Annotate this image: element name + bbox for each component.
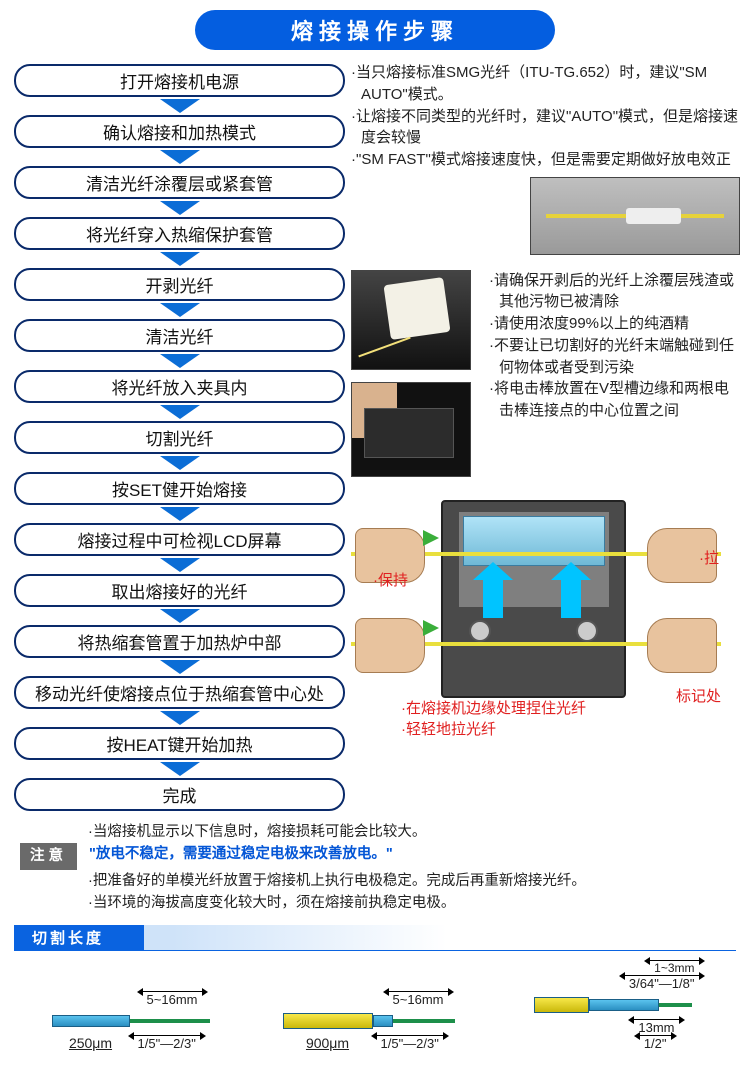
section-cleave-header: 切割长度 xyxy=(14,925,736,951)
step-14: 按HEAT键开始加热 xyxy=(14,727,345,760)
splicer-diagram: ·保持 ·拉 标记处 ·在熔接机边缘处理捏住光纤 ·轻轻地拉光纤 xyxy=(351,490,721,730)
flow-arrow-icon xyxy=(160,762,200,776)
flow-arrow-icon xyxy=(160,507,200,521)
splicer-tip-2: ·轻轻地拉光纤 xyxy=(401,719,586,740)
label-hold: ·保持 xyxy=(373,570,408,592)
cleave-250: 5~16mm 250μm 1/5"—2/3" xyxy=(52,991,212,1051)
step-10: 熔接过程中可检视LCD屏幕 xyxy=(14,523,345,556)
right-info: ·当只熔接标准SMG光纤（ITU-TG.652）时，建议"SM AUTO"模式。… xyxy=(345,58,750,811)
label-mark: 标记处 xyxy=(676,686,721,708)
photo-cleave xyxy=(351,382,471,477)
notice-line-3: ·当环境的海拔高度变化较大时，须在熔接前执稳定电极。 xyxy=(20,892,730,914)
cleave-diagrams: 5~16mm 250μm 1/5"—2/3" 5~16mm 900μm 1/5"… xyxy=(0,951,750,1069)
flow-arrow-icon xyxy=(160,201,200,215)
clean-tip-2: ·请使用浓度99%以上的纯酒精 xyxy=(489,313,742,335)
step-12: 将热缩套管置于加热炉中部 xyxy=(14,625,345,658)
dim-top: 5~16mm xyxy=(389,991,448,1007)
cleave-900: 5~16mm 900μm 1/5"—2/3" xyxy=(283,991,458,1051)
flow-arrow-icon xyxy=(160,456,200,470)
step-2: 确认熔接和加热模式 xyxy=(14,115,345,148)
dim-top: 5~16mm xyxy=(143,991,202,1007)
step-5: 开剥光纤 xyxy=(14,268,345,301)
clean-tip-1: ·请确保开剥后的光纤上涂覆层残渣或其他污物已被清除 xyxy=(489,270,742,314)
coat-label: 900μm xyxy=(283,1035,373,1051)
flow-arrow-icon xyxy=(160,711,200,725)
step-9: 按SET健开始熔接 xyxy=(14,472,345,505)
dim-bot: 1/5"—2/3" xyxy=(134,1035,200,1051)
dim-bot2: 1/2" xyxy=(640,1035,671,1051)
step-11: 取出熔接好的光纤 xyxy=(14,574,345,607)
dim-bot: 3/64"—1/8" xyxy=(625,975,699,991)
hand-icon xyxy=(647,618,717,673)
flow-arrow-icon xyxy=(160,303,200,317)
label-pull: ·拉 xyxy=(699,548,719,570)
dim-top: 1~3mm xyxy=(650,960,698,975)
flow-arrow-icon xyxy=(160,150,200,164)
cleave-dual: 1~3mm 3/64"—1/8" 13mm 1/2" xyxy=(529,959,699,1051)
flow-arrow-icon xyxy=(160,252,200,266)
hand-icon xyxy=(355,618,425,673)
arrow-right-icon xyxy=(423,530,439,546)
splicer-tip-1: ·在熔接机边缘处理捏住光纤 xyxy=(401,698,586,719)
flow-arrow-icon xyxy=(160,354,200,368)
step-1: 打开熔接机电源 xyxy=(14,64,345,97)
arrow-right-icon xyxy=(423,620,439,636)
photo-sleeve xyxy=(530,177,740,255)
step-3: 清洁光纤涂覆层或紧套管 xyxy=(14,166,345,199)
notice-line-2: ·把准备好的单模光纤放置于熔接机上执行电极稳定。完成后再重新熔接光纤。 xyxy=(20,870,730,892)
up-arrow-icon xyxy=(561,578,581,618)
step-13: 移动光纤使熔接点位于热缩套管中心处 xyxy=(14,676,345,709)
step-6: 清洁光纤 xyxy=(14,319,345,352)
flow-arrow-icon xyxy=(160,405,200,419)
step-7: 将光纤放入夹具内 xyxy=(14,370,345,403)
flow-arrow-icon xyxy=(160,558,200,572)
step-15: 完成 xyxy=(14,778,345,811)
flow-arrow-icon xyxy=(160,609,200,623)
step-4: 将光纤穿入热缩保护套管 xyxy=(14,217,345,250)
coat-label: 250μm xyxy=(52,1035,130,1051)
step-8: 切割光纤 xyxy=(14,421,345,454)
mode-tip-2: ·让熔接不同类型的光纤时，建议"AUTO"模式，但是熔接速度会较慢 xyxy=(351,106,742,150)
section-cleave-title: 切割长度 xyxy=(14,925,122,950)
clean-tip-3: ·不要让已切割好的光纤末端触碰到任何物体或者受到污染 xyxy=(489,335,742,379)
mode-tip-1: ·当只熔接标准SMG光纤（ITU-TG.652）时，建议"SM AUTO"模式。 xyxy=(351,62,742,106)
notice-block: ·当熔接机显示以下信息时，熔接损耗可能会比较大。 注意 "放电不稳定，需要通过稳… xyxy=(0,811,750,921)
flowchart: 打开熔接机电源 确认熔接和加热模式 清洁光纤涂覆层或紧套管 将光纤穿入热缩保护套… xyxy=(0,58,345,811)
page-title: 熔接操作步骤 xyxy=(195,10,555,50)
clean-tip-4: ·将电击棒放置在V型槽边缘和两根电击棒连接点的中心位置之间 xyxy=(489,378,742,422)
notice-badge: 注意 xyxy=(20,843,77,869)
notice-blue: "放电不稳定，需要通过稳定电极来改善放电。" xyxy=(89,846,393,862)
flow-arrow-icon xyxy=(160,99,200,113)
notice-line-1: ·当熔接机显示以下信息时，熔接损耗可能会比较大。 xyxy=(20,821,730,843)
photo-wipe xyxy=(351,270,471,370)
flow-arrow-icon xyxy=(160,660,200,674)
up-arrow-icon xyxy=(483,578,503,618)
mode-tip-3: ·"SM FAST"模式熔接速度快，但是需要定期做好放电效正 xyxy=(351,149,742,171)
dim-bot: 1/5"—2/3" xyxy=(377,1035,443,1051)
